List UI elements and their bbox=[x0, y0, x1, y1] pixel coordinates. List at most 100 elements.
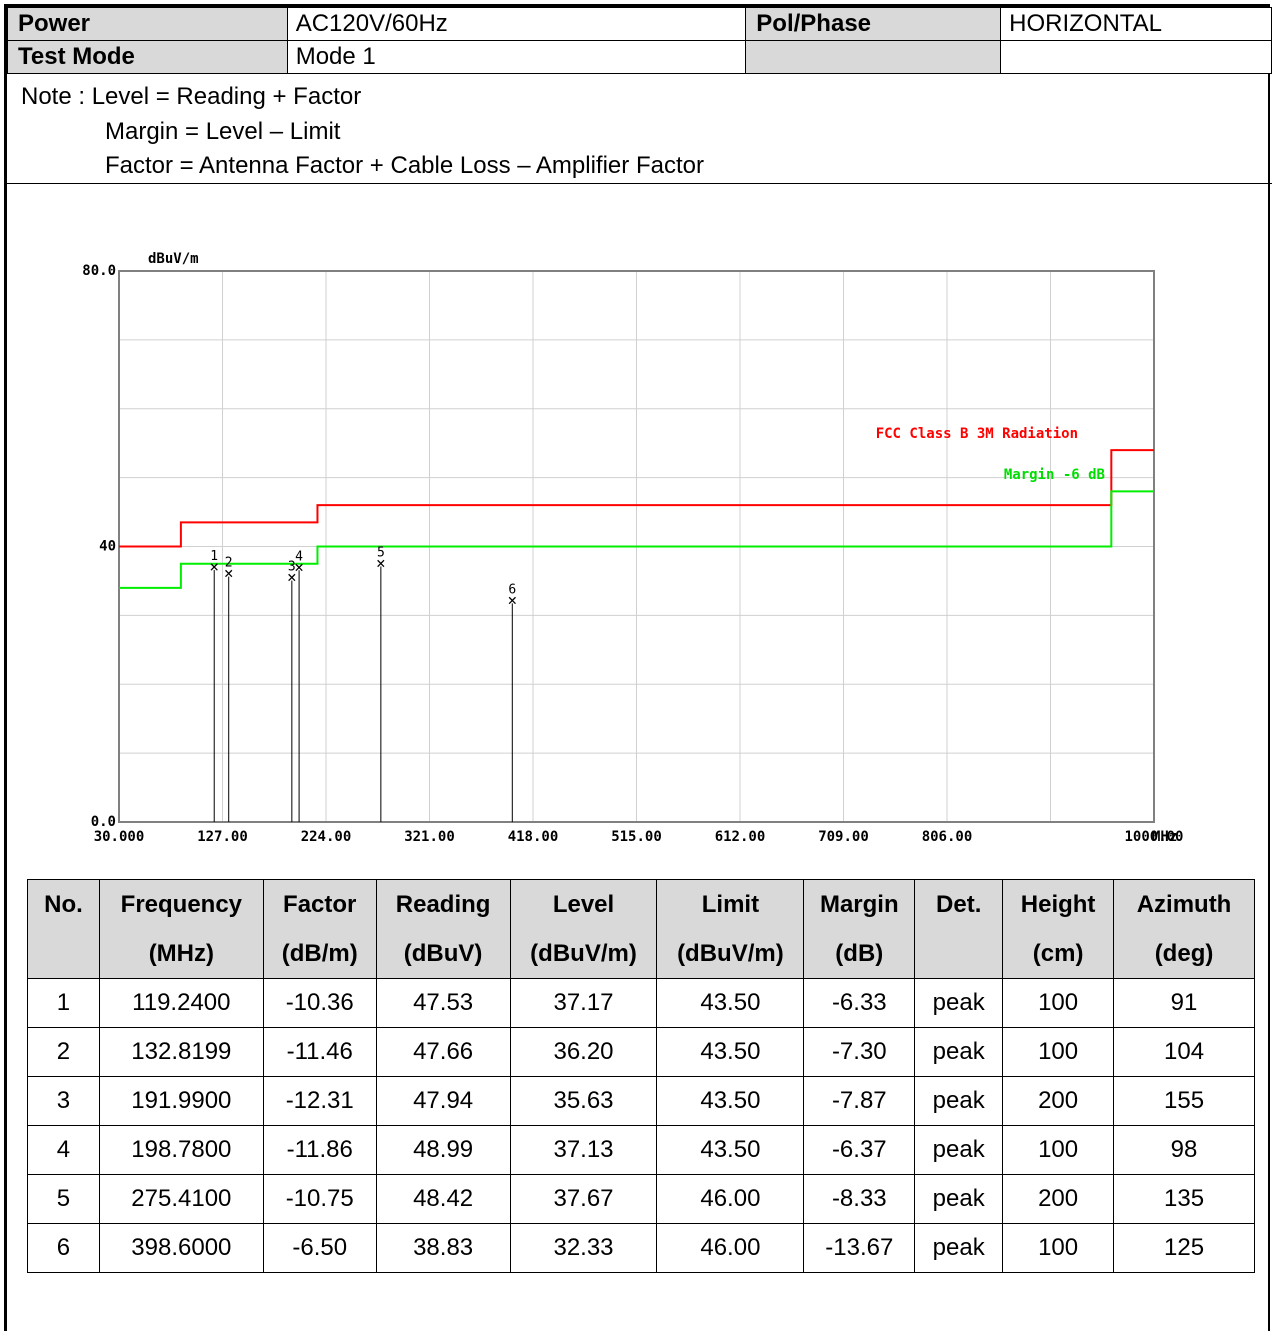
table-cell: 4 bbox=[27, 1125, 100, 1175]
table-cell: 200 bbox=[1002, 1174, 1115, 1224]
table-cell: 200 bbox=[1002, 1076, 1115, 1126]
column-unit bbox=[914, 929, 1004, 979]
table-cell: 198.7800 bbox=[98, 1125, 264, 1175]
y-tick-label: 40 bbox=[99, 539, 116, 555]
marker-x: × bbox=[294, 557, 304, 576]
table-cell: 1 bbox=[27, 978, 100, 1028]
table-cell: 38.83 bbox=[375, 1223, 511, 1273]
table-cell: peak bbox=[914, 1076, 1004, 1126]
table-cell: 2 bbox=[27, 1027, 100, 1077]
table-cell: -10.75 bbox=[262, 1174, 377, 1224]
marker-x: × bbox=[507, 590, 517, 609]
table-cell: peak bbox=[914, 1223, 1004, 1273]
column-unit bbox=[27, 929, 100, 979]
column-unit: (MHz) bbox=[98, 929, 264, 979]
test-info-table: Power AC120V/60Hz Pol/Phase HORIZONTAL T… bbox=[7, 7, 1272, 74]
power-label: Power bbox=[7, 7, 288, 41]
column-unit: (dBuV) bbox=[375, 929, 511, 979]
chart-series bbox=[119, 449, 1154, 589]
column-unit: (dB) bbox=[803, 929, 916, 979]
measurement-table: No. Frequency Factor Reading Level Limit Margi… bbox=[27, 879, 1255, 1273]
table-cell: -6.33 bbox=[803, 978, 916, 1028]
table-cell: 135 bbox=[1113, 1174, 1255, 1224]
marker-x: × bbox=[287, 568, 297, 587]
margin-line bbox=[119, 490, 1154, 589]
table-cell: 47.66 bbox=[375, 1027, 511, 1077]
x-tick-label: 127.00 bbox=[197, 829, 248, 845]
marker-x: × bbox=[224, 564, 234, 583]
column-unit: (cm) bbox=[1002, 929, 1115, 979]
y-tick-label: 0.0 bbox=[91, 814, 116, 830]
table-cell: 46.00 bbox=[656, 1174, 805, 1224]
table-cell: 100 bbox=[1002, 978, 1115, 1028]
column-header: Reading bbox=[375, 879, 511, 929]
column-header: Height bbox=[1002, 879, 1115, 929]
table-cell: 36.20 bbox=[509, 1027, 658, 1077]
table-row: 5 275.4100 -10.75 48.42 37.67 46.00 -8.33 peak 2… bbox=[27, 1174, 1255, 1224]
table-cell: 104 bbox=[1113, 1027, 1255, 1077]
table-cell: -11.86 bbox=[262, 1125, 377, 1175]
limit-line bbox=[119, 449, 1154, 548]
column-header: Azimuth bbox=[1113, 879, 1255, 929]
table-cell: 48.99 bbox=[375, 1125, 511, 1175]
table-row: 2 132.8199 -11.46 47.66 36.20 43.50 -7.30 peak 1… bbox=[27, 1027, 1255, 1077]
column-unit: (dBuV/m) bbox=[656, 929, 805, 979]
marker-number: 6 bbox=[508, 582, 516, 597]
table-cell: 37.17 bbox=[509, 978, 658, 1028]
table-cell: -6.37 bbox=[803, 1125, 916, 1175]
table-cell: 119.2400 bbox=[98, 978, 264, 1028]
page-frame bbox=[4, 4, 1270, 1331]
table-cell: -11.46 bbox=[262, 1027, 377, 1077]
table-cell: 32.33 bbox=[509, 1223, 658, 1273]
table-cell: peak bbox=[914, 978, 1004, 1028]
table-cell: 43.50 bbox=[656, 978, 805, 1028]
table-cell: -13.67 bbox=[803, 1223, 916, 1273]
note-line-factor: Factor = Antenna Factor + Cable Loss – A… bbox=[105, 152, 704, 179]
formula-note: Note : Level = Reading + Factor Margin =… bbox=[7, 80, 1272, 184]
x-tick-label: 30.000 bbox=[94, 829, 145, 845]
marker-number: 4 bbox=[295, 549, 303, 564]
x-tick-label: 806.00 bbox=[922, 829, 973, 845]
table-cell: 98 bbox=[1113, 1125, 1255, 1175]
table-cell: peak bbox=[914, 1125, 1004, 1175]
column-header: Det. bbox=[914, 879, 1004, 929]
table-cell: 91 bbox=[1113, 978, 1255, 1028]
marker-x: × bbox=[376, 554, 386, 573]
test-mode-label: Test Mode bbox=[7, 40, 288, 74]
table-cell: peak bbox=[914, 1027, 1004, 1077]
marker-number: 3 bbox=[288, 560, 296, 575]
x-tick-label: 224.00 bbox=[301, 829, 352, 845]
emission-chart: 80.0 40 0.030.000 127.00 224.00 321.00 418.00 5… bbox=[82, 251, 1183, 845]
table-cell: 47.94 bbox=[375, 1076, 511, 1126]
pol-phase-value: HORIZONTAL bbox=[1000, 7, 1272, 41]
pol-phase-label: Pol/Phase bbox=[745, 7, 1002, 41]
table-cell: 398.6000 bbox=[98, 1223, 264, 1273]
column-header: Level bbox=[509, 879, 658, 929]
table-cell: -8.33 bbox=[803, 1174, 916, 1224]
table-cell: 43.50 bbox=[656, 1076, 805, 1126]
marker-number: 1 bbox=[210, 549, 218, 564]
empty-value-cell bbox=[1000, 40, 1272, 74]
table-cell: peak bbox=[914, 1174, 1004, 1224]
chart-axes: 80.0 40 0.030.000 127.00 224.00 321.00 418.00 5… bbox=[82, 263, 1183, 845]
column-unit: (dBuV/m) bbox=[509, 929, 658, 979]
test-mode-value: Mode 1 bbox=[286, 40, 747, 74]
table-row: 3 191.9900 -12.31 47.94 35.63 43.50 -7.87 peak 2… bbox=[27, 1076, 1255, 1126]
column-header: Margin bbox=[803, 879, 916, 929]
x-tick-label: 1000.00 bbox=[1124, 829, 1183, 845]
table-cell: 37.13 bbox=[509, 1125, 658, 1175]
table-header-row-units: (MHz) (dB/m) (dBuV) (dBuV/m) (dBuV/m) (dB) (cm… bbox=[27, 929, 1255, 979]
y-tick-label: 80.0 bbox=[82, 263, 116, 279]
note-line-level: Note : Level = Reading + Factor bbox=[21, 83, 362, 110]
table-cell: -6.50 bbox=[262, 1223, 377, 1273]
table-cell: -7.87 bbox=[803, 1076, 916, 1126]
x-tick-label: 709.00 bbox=[818, 829, 869, 845]
x-tick-label: 418.00 bbox=[508, 829, 559, 845]
table-cell: 46.00 bbox=[656, 1223, 805, 1273]
power-value: AC120V/60Hz bbox=[286, 7, 747, 41]
table-cell: 47.53 bbox=[375, 978, 511, 1028]
column-header: Factor bbox=[262, 879, 377, 929]
table-cell: 100 bbox=[1002, 1223, 1115, 1273]
table-cell: 275.4100 bbox=[98, 1174, 264, 1224]
table-cell: 132.8199 bbox=[98, 1027, 264, 1077]
